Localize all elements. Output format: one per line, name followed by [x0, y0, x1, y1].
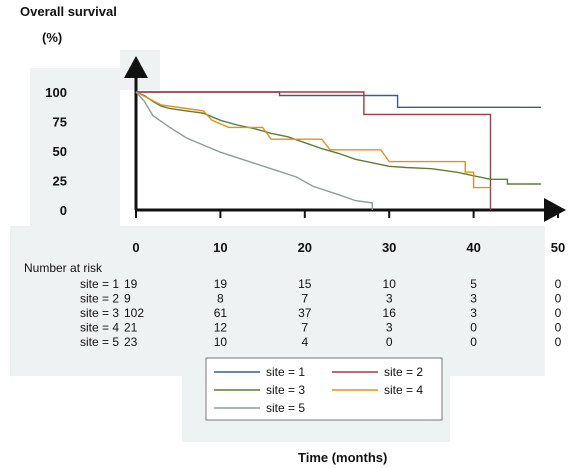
legend-label-site-5: site = 5 [266, 401, 305, 415]
y-tick-label: 75 [53, 115, 67, 130]
risk-row-label: site = 2 [80, 292, 119, 306]
risk-count: 10 [383, 277, 397, 291]
risk-count: 19 [124, 277, 138, 291]
x-axis-arrow [544, 198, 566, 222]
risk-count: 0 [470, 321, 477, 335]
x-tick-label: 40 [466, 240, 480, 255]
risk-count: 8 [217, 292, 224, 306]
risk-row-label: site = 1 [80, 277, 119, 291]
risk-count: 3 [386, 292, 393, 306]
legend-label-site-2: site = 2 [384, 365, 423, 379]
y-axis-arrow [124, 56, 148, 78]
series-line-site-3 [135, 91, 542, 185]
risk-count: 0 [555, 321, 562, 335]
x-tick-label: 30 [382, 240, 396, 255]
x-tick-label: 10 [213, 240, 227, 255]
risk-count: 7 [301, 292, 308, 306]
risk-count: 102 [124, 306, 144, 320]
y-ticks: 100 75 50 25 0 [45, 85, 67, 218]
y-tick-label: 100 [45, 85, 67, 100]
risk-count: 3 [386, 321, 393, 335]
risk-table-header: Number at risk [24, 261, 103, 275]
risk-count: 0 [470, 335, 477, 349]
risk-row-label: site = 4 [80, 321, 119, 335]
risk-count: 3 [470, 292, 477, 306]
y-tick-label: 50 [53, 144, 67, 159]
risk-count: 37 [298, 306, 312, 320]
risk-count: 0 [555, 277, 562, 291]
risk-count: 19 [214, 277, 228, 291]
axes [124, 56, 566, 222]
series-lines [135, 91, 542, 210]
risk-count: 16 [383, 306, 397, 320]
risk-count: 12 [214, 321, 228, 335]
legend: site = 1 site = 2 site = 3 site = 4 site = 5 [205, 357, 443, 421]
series-line-site-2 [136, 91, 492, 210]
risk-count: 23 [124, 335, 138, 349]
x-axis-label: Time (months) [298, 450, 387, 465]
risk-count: 9 [124, 292, 131, 306]
y-tick-label: 0 [60, 203, 67, 218]
legend-box [205, 357, 443, 421]
risk-row-label: site = 5 [80, 335, 119, 349]
risk-count: 0 [555, 306, 562, 320]
x-tick-label: 50 [551, 240, 565, 255]
risk-count: 0 [386, 335, 393, 349]
y-tick-label: 25 [53, 174, 67, 189]
y-axis-label: (%) [42, 30, 62, 45]
risk-count: 3 [470, 306, 477, 320]
x-tick-label: 20 [298, 240, 312, 255]
risk-count: 5 [470, 277, 477, 291]
risk-count: 15 [298, 277, 312, 291]
risk-row-label: site = 3 [80, 306, 119, 320]
x-ticks: 0 10 20 30 40 50 [132, 210, 565, 255]
risk-count: 7 [301, 321, 308, 335]
risk-count: 21 [124, 321, 138, 335]
chart-title: Overall survival [20, 4, 117, 19]
patch [10, 226, 545, 376]
risk-count: 61 [214, 306, 228, 320]
series-line-site-1 [136, 91, 542, 108]
legend-label-site-1: site = 1 [266, 365, 305, 379]
patch [30, 68, 120, 228]
x-tick-label: 0 [132, 240, 139, 255]
series-line-site-5 [135, 91, 373, 210]
legend-label-site-4: site = 4 [384, 383, 423, 397]
risk-count: 0 [555, 292, 562, 306]
legend-label-site-3: site = 3 [266, 383, 305, 397]
risk-count: 0 [555, 335, 562, 349]
risk-count: 4 [301, 335, 308, 349]
series-line-site-4 [135, 91, 491, 189]
risk-count: 10 [214, 335, 228, 349]
